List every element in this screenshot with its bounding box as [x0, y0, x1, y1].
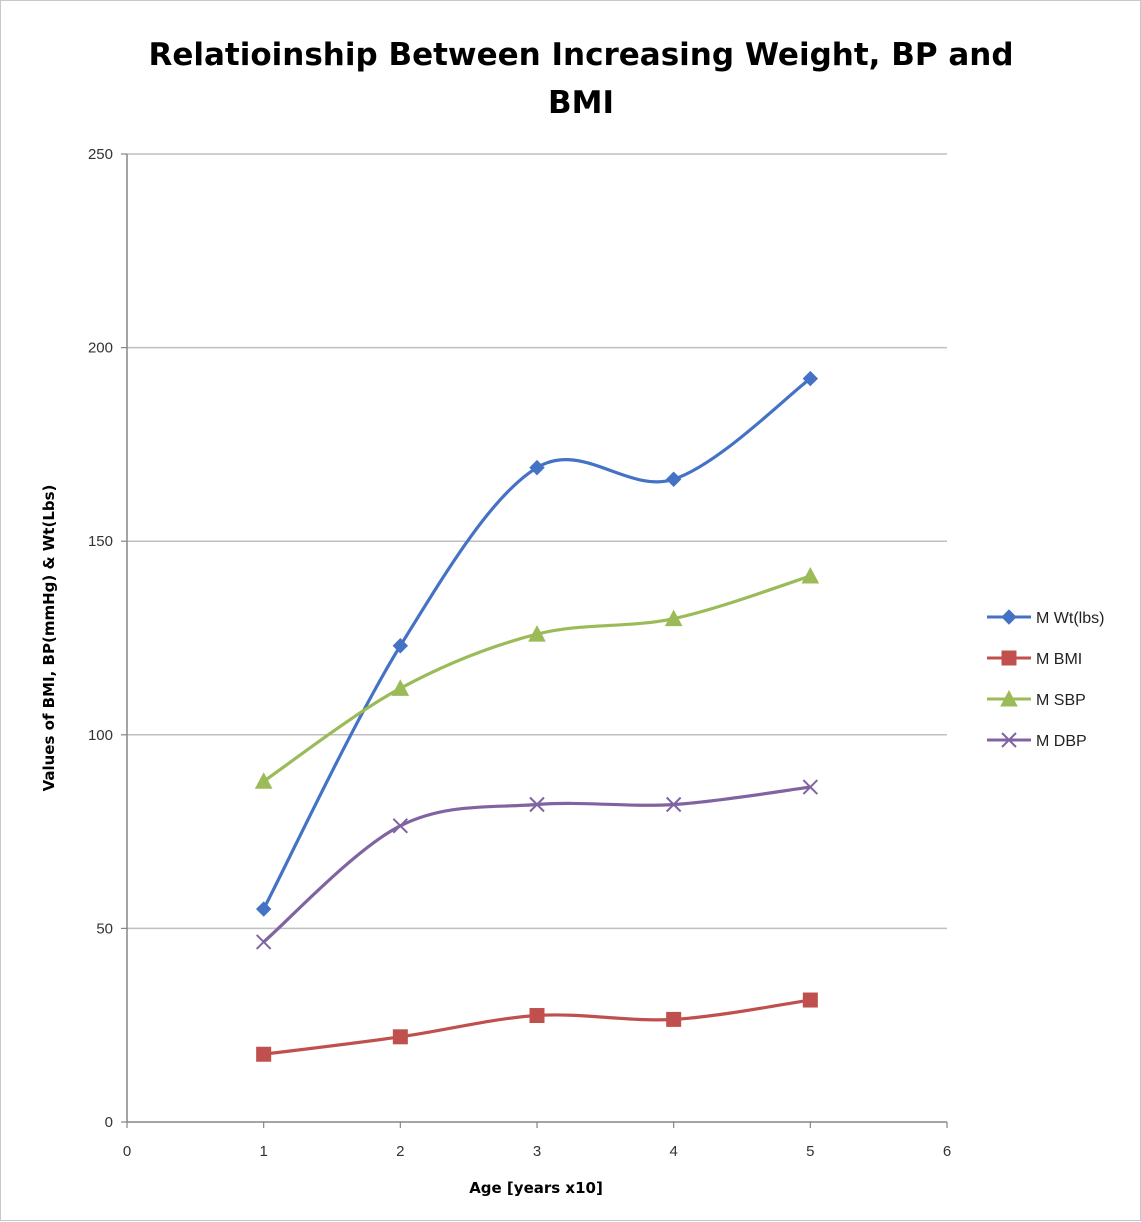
data-point-m-dbp-1	[255, 934, 272, 950]
legend-swatch-marker	[1000, 689, 1018, 707]
series-line-m-sbp	[262, 574, 811, 783]
data-point-m-wt-lbs-2	[392, 638, 409, 654]
data-point-m-sbp-5	[801, 566, 820, 584]
data-point-m-dbp-2	[392, 818, 409, 834]
data-point-m-wt-lbs-4	[665, 471, 682, 487]
data-point-m-sbp-4	[664, 609, 683, 627]
chart-title-line-2: BMI	[548, 85, 614, 121]
axes-layer: 0 50 100 150 200 250 0 1 2 3 4 5 6	[88, 146, 951, 1160]
x-tick-label: 0	[123, 1143, 131, 1160]
data-point-m-dbp-3	[529, 796, 545, 813]
x-tick-label: 2	[396, 1143, 404, 1160]
data-point-m-sbp-3	[528, 625, 546, 642]
x-tick-label: 3	[533, 1143, 541, 1160]
y-tick-label: 100	[88, 727, 113, 744]
data-point-m-bmi-3	[529, 1008, 545, 1024]
y-tick-label: 250	[88, 146, 113, 163]
y-tick-label: 200	[88, 340, 113, 357]
y-tick-label: 150	[88, 533, 113, 550]
legend-entry-m-bmi: M BMI	[987, 650, 1082, 668]
grid-layer	[127, 153, 947, 930]
x-tick-label: 1	[259, 1143, 267, 1160]
legend: M Wt(lbs) M BMI M SBP M DBP	[987, 609, 1104, 750]
series-m-bmi	[256, 992, 818, 1062]
series-line-m-dbp	[262, 785, 811, 944]
data-point-m-sbp-2	[391, 679, 410, 696]
data-point-m-dbp-4	[665, 796, 682, 813]
x-axis-label: Age [years x10]	[469, 1179, 603, 1197]
x-tick-label: 4	[669, 1143, 677, 1160]
legend-label: M DBP	[1036, 733, 1087, 750]
series-m-wt-lbs	[255, 370, 819, 917]
legend-swatch-marker	[1001, 732, 1017, 748]
series-m-sbp	[254, 566, 820, 789]
legend-label: M BMI	[1036, 651, 1082, 668]
data-point-m-bmi-2	[392, 1029, 408, 1045]
legend-label: M SBP	[1036, 692, 1086, 709]
data-point-m-bmi-1	[256, 1046, 272, 1062]
legend-entry-m-wt-lbs: M Wt(lbs)	[987, 609, 1104, 627]
data-point-m-bmi-5	[802, 992, 818, 1008]
legend-label: M Wt(lbs)	[1036, 610, 1104, 627]
series-m-dbp	[255, 779, 819, 950]
data-point-m-dbp-5	[802, 779, 819, 795]
legend-swatch-marker	[1001, 650, 1017, 666]
x-tick-label: 6	[943, 1143, 951, 1160]
legend-entry-m-sbp: M SBP	[987, 689, 1086, 709]
legend-swatch-marker	[1001, 609, 1017, 625]
data-point-m-wt-lbs-5	[802, 370, 819, 387]
x-tick-label: 5	[806, 1143, 814, 1160]
chart-title-line-1: Relatioinship Between Increasing Weight,…	[148, 37, 1013, 73]
legend-entry-m-dbp: M DBP	[987, 732, 1087, 750]
data-point-m-sbp-1	[254, 772, 273, 789]
series-layer	[254, 370, 820, 1062]
data-point-m-wt-lbs-3	[529, 459, 545, 476]
data-point-m-bmi-4	[666, 1011, 682, 1027]
y-axis-label: Values of BMI, BP(mmHg) & Wt(Lbs)	[40, 485, 58, 792]
data-point-m-wt-lbs-1	[255, 901, 272, 917]
y-tick-label: 50	[96, 920, 113, 937]
y-tick-label: 0	[105, 1114, 113, 1131]
series-line-m-wt-lbs	[262, 377, 812, 910]
